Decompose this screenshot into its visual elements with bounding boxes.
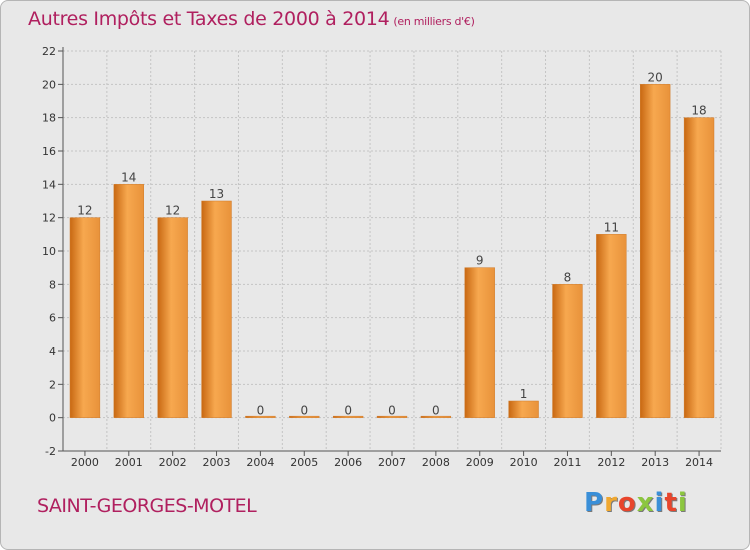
data-label: 1 (520, 387, 528, 401)
y-tick-label: 16 (42, 145, 56, 158)
x-tick-label: 2008 (422, 456, 450, 469)
data-label: 20 (648, 70, 663, 84)
data-label: 0 (432, 404, 440, 418)
bar (683, 117, 715, 418)
data-label: 18 (691, 104, 706, 118)
bar (420, 415, 452, 418)
x-tick-label: 2007 (378, 456, 406, 469)
x-tick-label: 2010 (510, 456, 538, 469)
chart-subtitle: (en milliers d'€) (393, 15, 475, 28)
bar (289, 415, 320, 418)
y-tick-label: 12 (42, 212, 56, 225)
logo-letter: i (654, 488, 665, 518)
chart-title: Autres Impôts et Taxes de 2000 à 2014 (en… (28, 8, 475, 30)
y-tick-label: 14 (42, 178, 56, 191)
y-tick-label: 6 (49, 312, 56, 325)
data-label: 14 (121, 170, 136, 184)
logo-letter: o (617, 488, 637, 518)
logo-letter: x (636, 488, 655, 518)
data-label: 0 (300, 404, 308, 418)
data-label: 12 (77, 204, 92, 218)
y-tick-label: 10 (42, 245, 56, 258)
bar (69, 217, 101, 418)
data-label: 11 (604, 220, 619, 234)
bar (596, 234, 627, 418)
x-tick-label: 2009 (466, 456, 494, 469)
logo-letter: r (604, 488, 618, 518)
logo-letter: i (677, 488, 688, 518)
y-tick-label: 22 (42, 45, 56, 58)
bar (552, 284, 583, 418)
y-tick-label: 8 (49, 278, 56, 291)
x-tick-label: 2012 (597, 456, 625, 469)
x-tick-label: 2014 (685, 456, 713, 469)
logo-letter: P (584, 488, 605, 518)
data-label: 8 (564, 270, 572, 284)
bar (464, 267, 495, 418)
bar (376, 415, 408, 418)
x-tick-label: 2011 (553, 456, 581, 469)
y-tick-label: 0 (49, 412, 56, 425)
x-tick-label: 2004 (246, 456, 274, 469)
x-tick-label: 2006 (334, 456, 362, 469)
data-label: 0 (257, 404, 265, 418)
data-label: 0 (344, 404, 352, 418)
y-tick-label: -2 (45, 445, 56, 458)
bar (113, 184, 144, 418)
bar (332, 415, 364, 418)
x-tick-label: 2013 (641, 456, 669, 469)
data-label: 12 (165, 204, 180, 218)
y-tick-label: 2 (49, 378, 56, 391)
bar (201, 200, 232, 418)
data-label: 13 (209, 187, 224, 201)
y-tick-label: 20 (42, 78, 56, 91)
bar (157, 217, 188, 418)
proxiti-logo: Proxiti (584, 488, 688, 518)
x-tick-label: 2002 (159, 456, 187, 469)
y-tick-label: 18 (42, 112, 56, 125)
logo-letter: t (664, 488, 678, 518)
commune-name: SAINT-GEORGES-MOTEL (37, 495, 257, 517)
title-text: Autres Impôts et Taxes de 2000 à 2014 (28, 8, 390, 30)
x-tick-label: 2005 (290, 456, 318, 469)
bars (69, 84, 715, 418)
y-tick-label: 4 (49, 345, 56, 358)
x-tick-label: 2003 (203, 456, 231, 469)
x-tick-label: 2001 (115, 456, 143, 469)
bar (245, 415, 276, 418)
x-tick-label: 2000 (71, 456, 99, 469)
bar (508, 400, 539, 418)
data-label: 9 (476, 254, 484, 268)
bar (640, 84, 671, 418)
data-label: 0 (388, 404, 396, 418)
